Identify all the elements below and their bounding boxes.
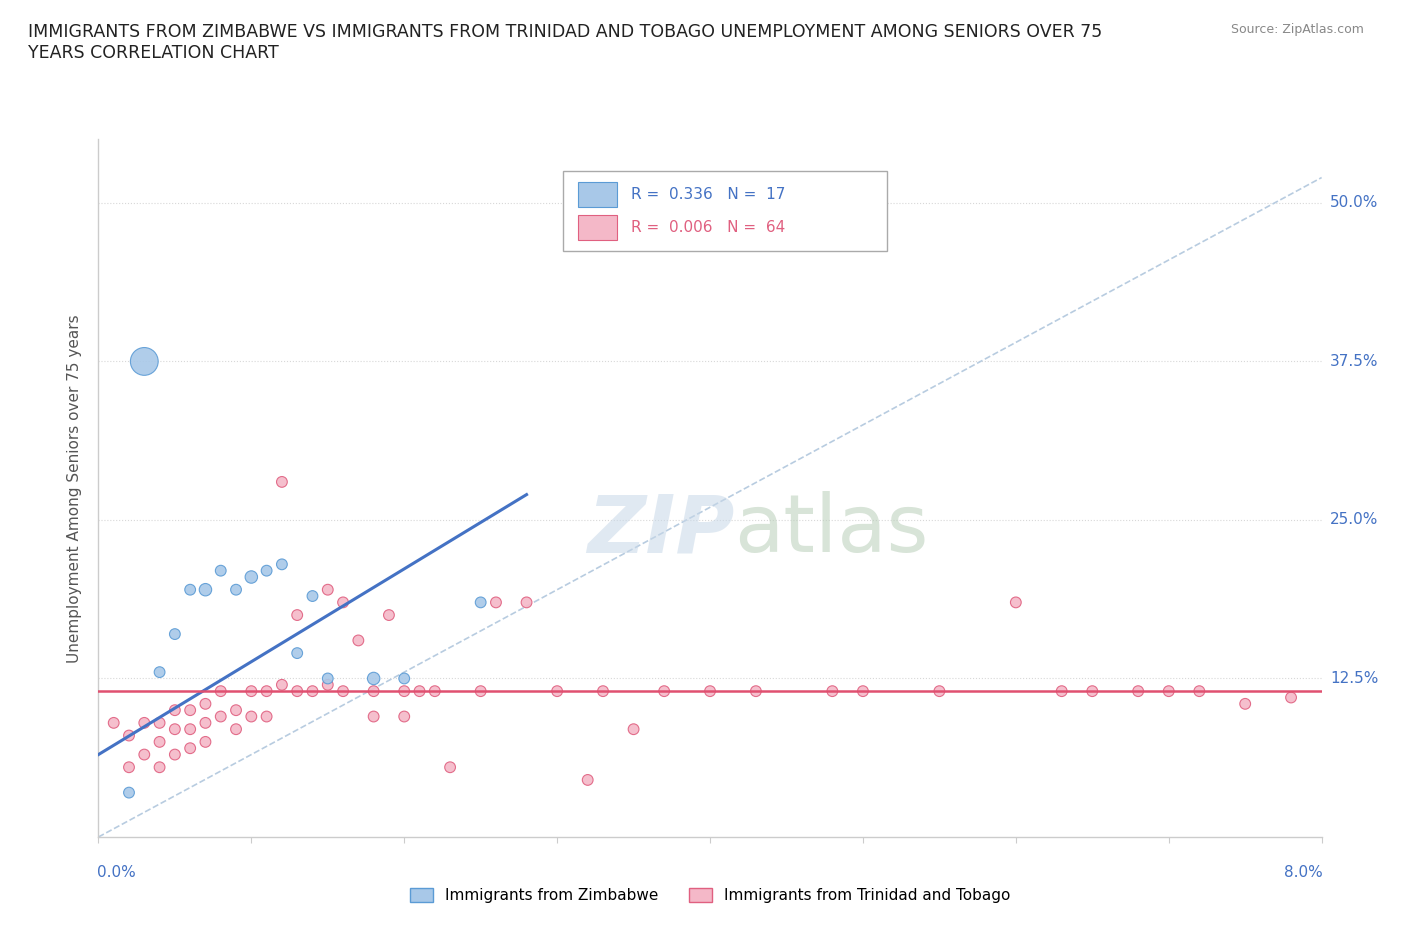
Point	[270, 557, 294, 572]
Point	[363, 671, 385, 686]
Point	[1234, 697, 1257, 711]
Point	[470, 684, 492, 698]
Point	[240, 709, 263, 724]
Point	[103, 715, 125, 730]
Point	[163, 703, 186, 718]
Text: IMMIGRANTS FROM ZIMBABWE VS IMMIGRANTS FROM TRINIDAD AND TOBAGO UNEMPLOYMENT AMO: IMMIGRANTS FROM ZIMBABWE VS IMMIGRANTS F…	[28, 23, 1102, 62]
Point	[149, 735, 172, 750]
Point	[316, 671, 339, 686]
Text: R =  0.336   N =  17: R = 0.336 N = 17	[630, 187, 785, 202]
Point	[149, 760, 172, 775]
Point	[194, 697, 217, 711]
Point	[576, 773, 599, 788]
Point	[928, 684, 950, 698]
Point	[363, 709, 385, 724]
Point	[392, 671, 416, 686]
Point	[1128, 684, 1150, 698]
Point	[301, 684, 323, 698]
Point	[225, 703, 247, 718]
Point	[163, 627, 186, 642]
Point	[134, 354, 156, 369]
Point	[194, 735, 217, 750]
Bar	[578, 215, 617, 240]
Point	[285, 645, 308, 660]
Point	[378, 607, 401, 622]
Point	[1004, 595, 1026, 610]
Text: R =  0.006   N =  64: R = 0.006 N = 64	[630, 219, 785, 235]
Point	[316, 677, 339, 692]
Point	[209, 709, 232, 724]
Point	[270, 474, 294, 489]
Text: 12.5%: 12.5%	[1330, 671, 1378, 686]
Point	[179, 703, 201, 718]
Point	[256, 564, 278, 578]
Point	[485, 595, 508, 610]
Point	[1081, 684, 1104, 698]
Point	[209, 564, 232, 578]
Point	[240, 569, 263, 584]
Point	[163, 747, 186, 762]
Point	[118, 785, 141, 800]
Point	[209, 684, 232, 698]
Point	[546, 684, 568, 698]
Point	[316, 582, 339, 597]
Point	[516, 595, 538, 610]
Legend: Immigrants from Zimbabwe, Immigrants from Trinidad and Tobago: Immigrants from Zimbabwe, Immigrants fro…	[404, 883, 1017, 910]
Text: 25.0%: 25.0%	[1330, 512, 1378, 527]
Point	[149, 715, 172, 730]
Point	[699, 684, 721, 698]
Point	[623, 722, 645, 737]
Point	[745, 684, 768, 698]
Point	[225, 582, 247, 597]
Point	[821, 684, 844, 698]
Point	[1188, 684, 1211, 698]
Point	[363, 684, 385, 698]
Point	[332, 684, 354, 698]
Point	[285, 684, 308, 698]
Point	[118, 728, 141, 743]
Point	[592, 684, 614, 698]
Point	[134, 747, 156, 762]
Point	[347, 633, 370, 648]
Point	[256, 709, 278, 724]
Point	[194, 715, 217, 730]
Point	[256, 684, 278, 698]
Y-axis label: Unemployment Among Seniors over 75 years: Unemployment Among Seniors over 75 years	[67, 314, 83, 662]
Point	[423, 684, 446, 698]
Point	[1050, 684, 1073, 698]
Text: atlas: atlas	[734, 491, 929, 569]
Point	[163, 722, 186, 737]
Point	[652, 684, 675, 698]
Point	[134, 715, 156, 730]
Point	[852, 684, 875, 698]
Point	[149, 665, 172, 680]
Point	[1279, 690, 1302, 705]
Point	[470, 595, 492, 610]
Text: 50.0%: 50.0%	[1330, 195, 1378, 210]
Text: 0.0%: 0.0%	[97, 865, 136, 880]
Point	[332, 595, 354, 610]
Point	[179, 582, 201, 597]
Text: ZIP: ZIP	[588, 491, 734, 569]
Text: Source: ZipAtlas.com: Source: ZipAtlas.com	[1230, 23, 1364, 36]
Point	[270, 677, 294, 692]
Point	[240, 684, 263, 698]
Text: 8.0%: 8.0%	[1284, 865, 1323, 880]
Point	[439, 760, 461, 775]
Text: 37.5%: 37.5%	[1330, 354, 1378, 369]
Point	[118, 760, 141, 775]
Point	[408, 684, 430, 698]
Point	[194, 582, 217, 597]
Point	[179, 722, 201, 737]
Point	[392, 709, 416, 724]
Point	[225, 722, 247, 737]
Point	[179, 741, 201, 756]
Point	[301, 589, 323, 604]
FancyBboxPatch shape	[564, 171, 887, 251]
Point	[1157, 684, 1180, 698]
Point	[392, 684, 416, 698]
Bar	[578, 182, 617, 207]
Point	[285, 607, 308, 622]
